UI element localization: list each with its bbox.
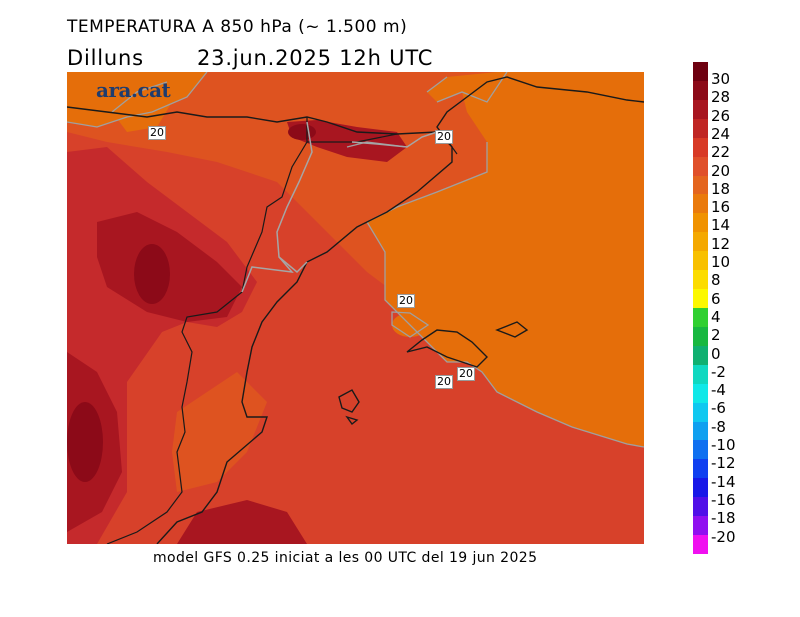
field-18-20-ebre bbox=[172, 372, 267, 492]
colorbar-tick-label: -2 bbox=[711, 362, 726, 381]
colorbar-segment bbox=[693, 118, 708, 139]
colorbar-segment bbox=[693, 156, 708, 177]
colorbar-segment bbox=[693, 62, 708, 82]
field-26-28-core bbox=[134, 244, 170, 304]
colorbar-segment bbox=[693, 326, 708, 347]
colorbar-tick-label: 30 bbox=[711, 70, 731, 88]
contour-label: 20 bbox=[435, 375, 453, 389]
colorbar-segment bbox=[693, 213, 708, 233]
field-26-28-north bbox=[288, 124, 316, 140]
colorbar-segment bbox=[693, 516, 708, 536]
forecast-datetime: Dilluns 23.jun.2025 12h UTC bbox=[67, 46, 432, 70]
colorbar-segment bbox=[693, 421, 708, 441]
colorbar-tick-label: 22 bbox=[711, 143, 731, 162]
coastline bbox=[67, 76, 644, 544]
forecast-day: Dilluns bbox=[67, 46, 144, 70]
ara-cat-logo: ara.cat bbox=[96, 78, 171, 102]
colorbar-segment bbox=[693, 99, 708, 120]
forecast-date: 23.jun.2025 12h UTC bbox=[197, 46, 434, 70]
colorbar-segment bbox=[693, 345, 708, 366]
field-16-18 bbox=[367, 72, 644, 447]
colorbar-tick-label: 24 bbox=[711, 124, 731, 143]
temperature-colorbar bbox=[693, 62, 708, 555]
colorbar-tick-label: 8 bbox=[711, 271, 721, 290]
colorbar-segment bbox=[693, 175, 708, 195]
colorbar-tick-label: -10 bbox=[711, 436, 736, 454]
colorbar-tick-label: -8 bbox=[711, 417, 726, 436]
contour-label: 20 bbox=[435, 130, 453, 144]
colorbar-tick-label: -18 bbox=[711, 509, 736, 528]
contour-label: 20 bbox=[457, 367, 475, 381]
colorbar-tick-label: 28 bbox=[711, 88, 731, 107]
colorbar-segment bbox=[693, 402, 708, 423]
colorbar-tick-label: 10 bbox=[711, 253, 731, 271]
colorbar-tick-label: -4 bbox=[711, 381, 726, 400]
field-26-28-sw bbox=[67, 402, 103, 482]
field-16-18-pyrenees-n bbox=[112, 82, 172, 132]
colorbar-segment bbox=[693, 364, 708, 385]
colorbar-tick-label: 6 bbox=[711, 289, 721, 308]
colorbar-segment bbox=[693, 478, 708, 498]
colorbar-segment bbox=[693, 270, 708, 290]
colorbar-tick-label: 0 bbox=[711, 344, 721, 363]
field-24-26-north bbox=[287, 120, 407, 162]
colorbar-segment bbox=[693, 80, 708, 101]
colorbar-segment bbox=[693, 232, 708, 252]
colorbar-segment bbox=[693, 440, 708, 460]
colorbar-tick-label: 20 bbox=[711, 161, 731, 180]
colorbar-tick-label: -20 bbox=[711, 527, 736, 546]
map-title: TEMPERATURA A 850 hPa (~ 1.500 m) bbox=[67, 17, 408, 37]
regional-borders bbox=[241, 121, 438, 293]
colorbar-segment bbox=[693, 535, 708, 555]
contour-label: 20 bbox=[397, 294, 415, 308]
colorbar-tick-label: -16 bbox=[711, 490, 736, 509]
colorbar-segment bbox=[693, 497, 708, 517]
colorbar-tick-label: 12 bbox=[711, 234, 731, 253]
temperature-field bbox=[67, 72, 644, 544]
colorbar-tick-label: 4 bbox=[711, 307, 721, 326]
colorbar-tick-label: -14 bbox=[711, 472, 736, 491]
colorbar-tick-label: -12 bbox=[711, 454, 736, 473]
field-24-26-small bbox=[223, 282, 235, 292]
colorbar-segment bbox=[693, 251, 708, 271]
colorbar-segment bbox=[693, 289, 708, 309]
temperature-map bbox=[67, 72, 644, 544]
colorbar-segment bbox=[693, 459, 708, 479]
colorbar-tick-label: -6 bbox=[711, 399, 726, 418]
colorbar-tick-label: 16 bbox=[711, 198, 731, 217]
contour-label: 20 bbox=[148, 126, 166, 140]
colorbar-tick-label: 2 bbox=[711, 326, 721, 345]
colorbar-segment bbox=[693, 137, 708, 158]
colorbar-tick-label: 26 bbox=[711, 106, 731, 125]
model-footnote: model GFS 0.25 iniciat a les 00 UTC del … bbox=[153, 550, 538, 566]
colorbar-segment bbox=[693, 194, 708, 214]
colorbar-tick-label: 18 bbox=[711, 179, 731, 198]
colorbar-segment bbox=[693, 308, 708, 328]
field-24-26-south bbox=[177, 500, 307, 544]
colorbar-tick-label: 14 bbox=[711, 216, 731, 235]
colorbar-segment bbox=[693, 383, 708, 404]
